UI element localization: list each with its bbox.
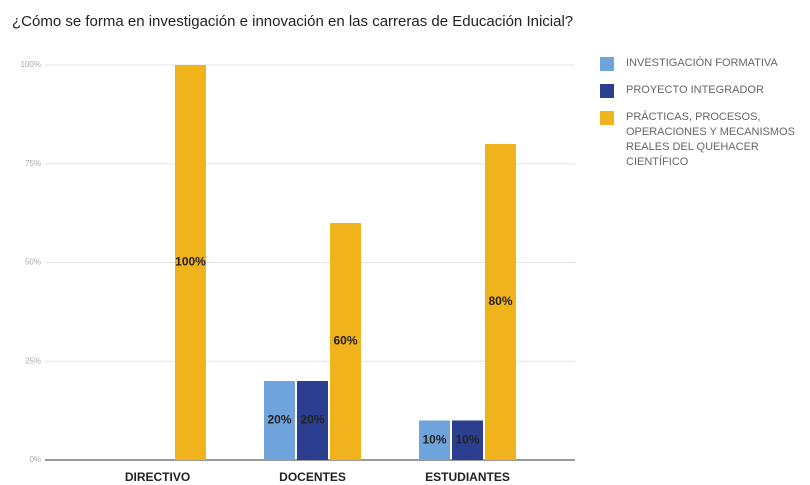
legend-swatch (600, 111, 614, 125)
x-tick-label: DIRECTIVO (125, 470, 190, 484)
data-label: 20% (267, 413, 291, 427)
x-tick-label: DOCENTES (279, 470, 346, 484)
legend-label: PRÁCTICAS, PROCESOS, OPERACIONES Y MECAN… (626, 111, 795, 168)
data-label: 60% (333, 334, 357, 348)
legend-label: PROYECTO INTEGRADOR (626, 84, 764, 96)
data-label: 80% (488, 294, 512, 308)
chart-title: ¿Cómo se forma en investigación e innova… (12, 13, 573, 30)
data-label: 20% (300, 413, 324, 427)
legend-item: PRÁCTICAS, PROCESOS, OPERACIONES Y MECAN… (600, 110, 810, 170)
legend-item: INVESTIGACIÓN FORMATIVA (600, 56, 810, 71)
y-tick-label: 0% (29, 455, 41, 464)
legend-item: PROYECTO INTEGRADOR (600, 83, 810, 98)
y-tick-label: 100% (21, 60, 41, 69)
bar (485, 144, 516, 460)
y-tick-label: 75% (25, 159, 41, 168)
legend-label: INVESTIGACIÓN FORMATIVA (626, 57, 778, 69)
bar (264, 381, 295, 460)
bar (175, 65, 206, 460)
data-label: 10% (422, 432, 446, 446)
bar (297, 381, 328, 460)
y-tick-label: 50% (25, 258, 41, 267)
bar (330, 223, 361, 460)
bar (419, 420, 450, 460)
y-tick-label: 25% (25, 356, 41, 365)
data-label: 100% (175, 255, 206, 269)
legend: INVESTIGACIÓN FORMATIVA PROYECTO INTEGRAD… (600, 56, 810, 182)
bar (452, 420, 483, 460)
legend-swatch (600, 57, 614, 71)
legend-swatch (600, 84, 614, 98)
x-tick-label: ESTUDIANTES (425, 470, 510, 484)
data-label: 10% (455, 432, 479, 446)
